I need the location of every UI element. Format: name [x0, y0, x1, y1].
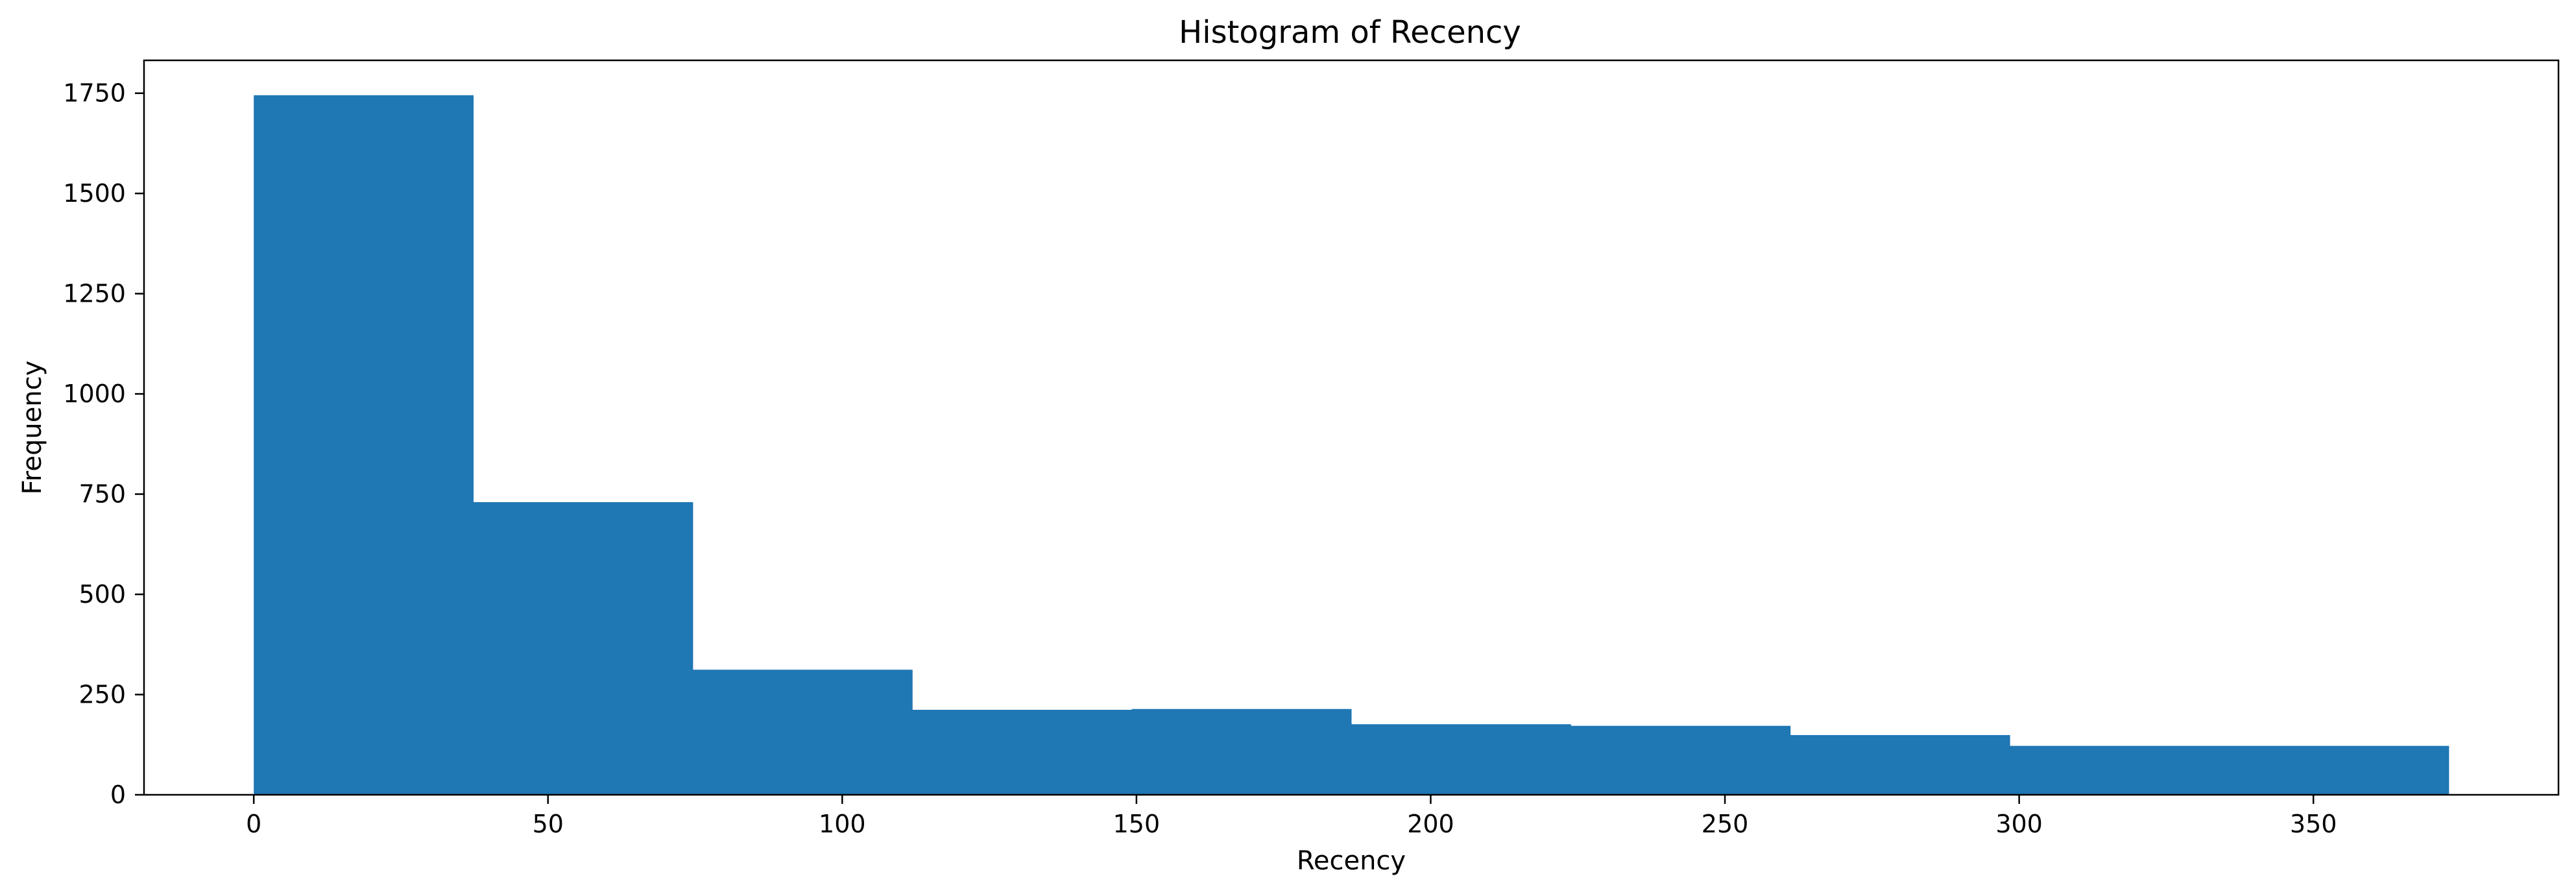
bars-group — [254, 95, 2450, 795]
x-tick-label: 200 — [1407, 810, 1454, 838]
histogram-bar — [912, 710, 1133, 795]
x-axis-label: Recency — [1297, 846, 1406, 876]
histogram-bar — [2010, 745, 2230, 795]
x-tick-label: 300 — [1995, 810, 2043, 838]
y-tick-label: 1250 — [63, 280, 126, 308]
x-tick-label: 100 — [819, 810, 866, 838]
plot-frame — [143, 59, 2560, 796]
histogram-bar — [254, 95, 474, 795]
x-tick-label: 0 — [246, 810, 261, 838]
y-tick-label: 500 — [78, 580, 126, 609]
histogram-bar — [1351, 724, 1571, 795]
histogram-bar — [692, 670, 913, 795]
y-tick-label: 250 — [78, 681, 126, 709]
y-tick-label: 1500 — [63, 179, 126, 208]
x-tick-label: 350 — [2290, 810, 2337, 838]
x-tick-label: 150 — [1113, 810, 1161, 838]
x-tick-label: 50 — [533, 810, 564, 838]
histogram-bar — [2229, 745, 2450, 795]
y-axis-label: Frequency — [18, 361, 47, 495]
histogram-bar — [1571, 725, 1791, 795]
chart-title: Histogram of Recency — [1179, 14, 1521, 51]
y-tick-label: 1000 — [63, 380, 126, 408]
histogram-bar — [1131, 708, 1352, 795]
x-axis: 0 50 100 150 200 250 300 350 — [246, 795, 2337, 838]
x-tick-label: 250 — [1702, 810, 1749, 838]
y-tick-label: 1750 — [63, 79, 126, 108]
y-axis: 0 250 500 750 1000 1250 1500 1750 — [63, 79, 144, 809]
y-tick-label: 750 — [78, 480, 126, 509]
histogram-bar — [473, 502, 693, 795]
histogram-bar — [1790, 734, 2010, 795]
y-tick-label: 0 — [110, 781, 126, 809]
